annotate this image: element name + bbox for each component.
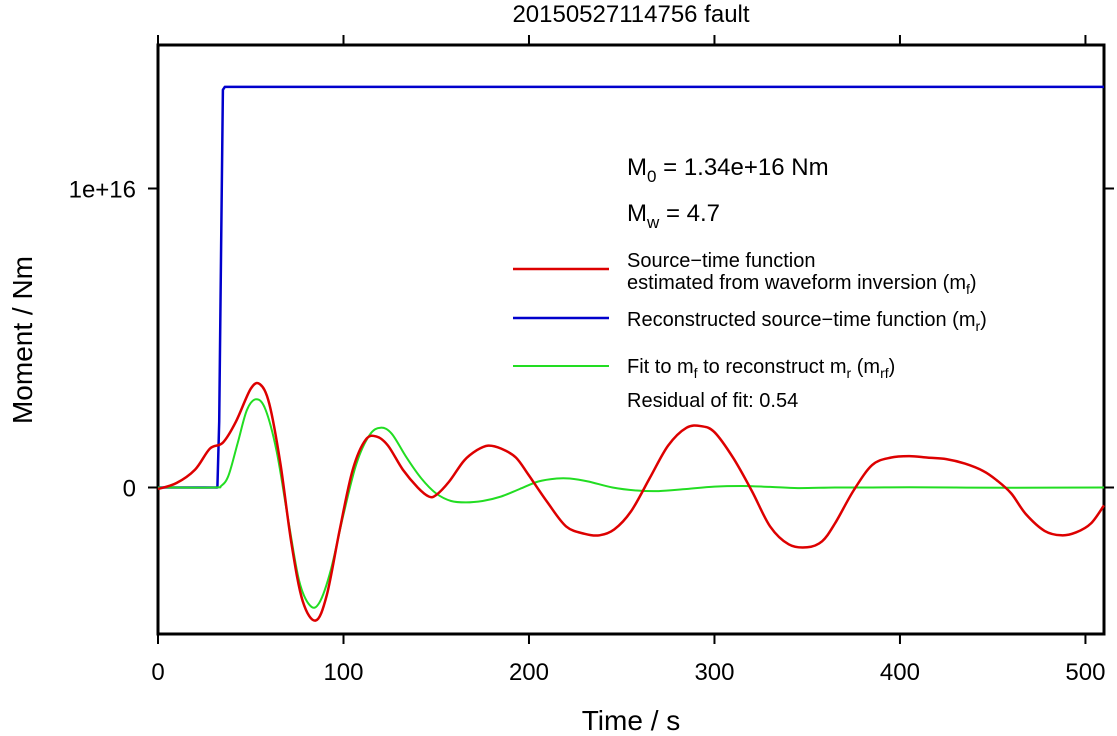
series-layer (157, 85, 1106, 622)
axis-ticks (148, 35, 1114, 644)
axis-tick-labels: 0 100 200 300 400 500 0 1e+16 (69, 177, 1106, 686)
legend-label-red-line2: estimated from waveform inversion (mf) (627, 272, 977, 297)
y-tick-label: 1e+16 (69, 177, 136, 204)
x-tick-label: 200 (509, 659, 549, 686)
legend-label-red-line1: Source−time function (627, 250, 815, 272)
x-tick-label: 400 (880, 659, 920, 686)
x-tick-label: 100 (323, 659, 363, 686)
x-tick-label: 300 (694, 659, 734, 686)
chart-title: 20150527114756 fault (512, 1, 749, 28)
legend-label-blue: Reconstructed source−time function (mr) (627, 309, 987, 334)
series-line-green (157, 398, 1105, 609)
y-tick-label: 0 (123, 475, 136, 502)
residual-annotation: Residual of fit: 0.54 (627, 390, 798, 412)
x-axis-title: Time / s (582, 705, 681, 736)
m0-annotation: M0 = 1.34e+16 Nm (627, 154, 829, 186)
series-line-red (157, 381, 1106, 622)
plot-frame (156, 43, 1106, 636)
mw-annotation: Mw = 4.7 (627, 200, 720, 232)
legend: Source−time function estimated from wave… (513, 250, 987, 412)
x-tick-label: 0 (151, 659, 164, 686)
y-axis-title: Moment / Nm (7, 256, 38, 424)
x-tick-label: 500 (1065, 659, 1105, 686)
legend-label-green: Fit to mf to reconstruct mr (mrf) (627, 356, 895, 381)
